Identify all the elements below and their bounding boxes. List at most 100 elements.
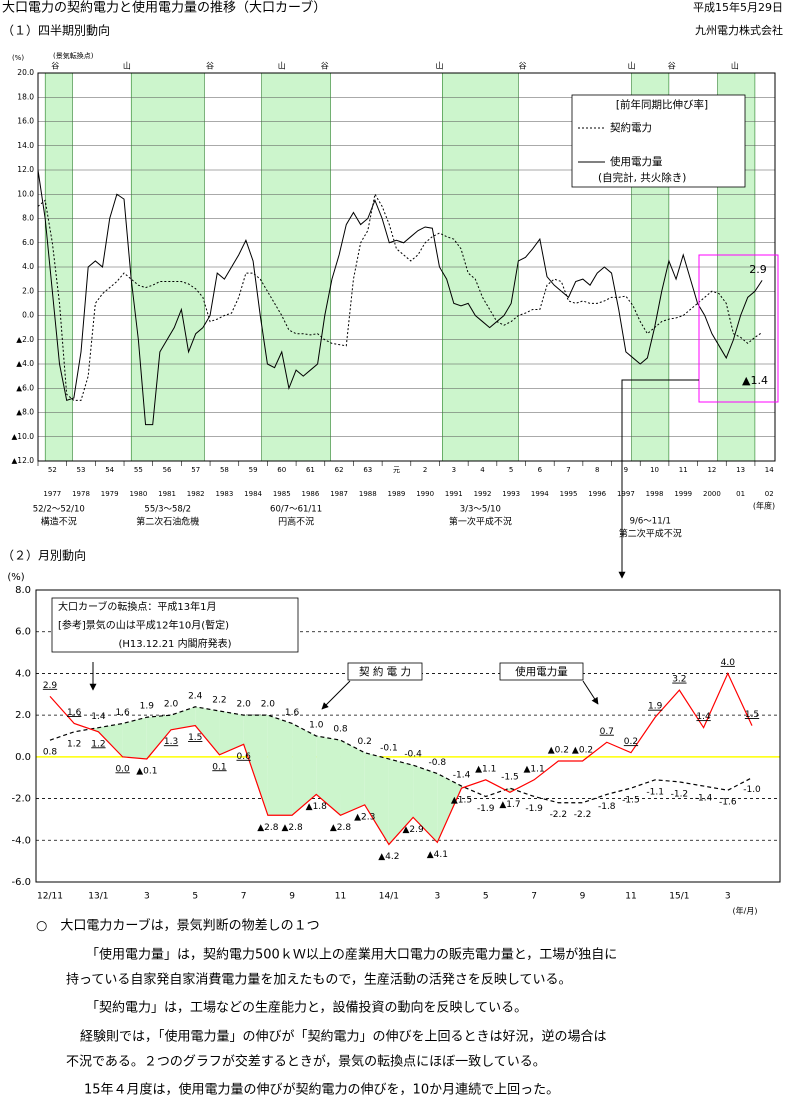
- x-tick-label: 15/1: [669, 892, 689, 902]
- band-name: 第二次平成不況: [619, 528, 682, 540]
- year-label: 1988: [359, 490, 377, 498]
- era-label: 55: [134, 466, 143, 474]
- legend-title: [前年同期比伸び率]: [616, 98, 708, 111]
- fill-between: [388, 758, 414, 845]
- value-label: -1.2: [671, 789, 689, 799]
- era-label: 14: [765, 466, 774, 474]
- callout-arrow: [321, 680, 351, 710]
- band-period: 52/2～52/10: [33, 505, 85, 515]
- year-label: 1986: [302, 490, 320, 498]
- y-tick-label: ▲10.0: [12, 432, 35, 441]
- value-label: ▲4.2: [378, 852, 399, 862]
- year-label: 1982: [187, 490, 205, 498]
- value-label: -1.9: [525, 804, 543, 814]
- y-tick-label: ▲4.0: [16, 359, 34, 368]
- fill-between: [171, 706, 196, 730]
- fill-between: [219, 710, 244, 755]
- link-arrow: [618, 379, 699, 579]
- value-label: 1.2: [67, 739, 81, 749]
- era-label: 3: [452, 466, 456, 474]
- y-tick-label: 4.0: [15, 668, 31, 679]
- band-period: 60/7～61/11: [270, 505, 322, 515]
- value-label: -1.8: [598, 802, 616, 812]
- turning-point: 山: [628, 61, 636, 71]
- value-label: ▲0.1: [136, 766, 157, 776]
- y-tick-label: 2.0: [15, 710, 31, 721]
- era-label: 8: [595, 466, 599, 474]
- value-label: 2.2: [212, 695, 226, 705]
- turning-point: 山: [278, 61, 286, 71]
- value-label: ▲2.9: [402, 825, 424, 835]
- year-label: 01: [736, 490, 745, 498]
- fill-between: [146, 715, 172, 759]
- value-label: 1.6: [285, 708, 300, 718]
- value-label: 2.9: [43, 681, 58, 691]
- value-label: 3.2: [672, 675, 686, 685]
- fill-between: [340, 740, 365, 816]
- value-label: ▲2.8: [330, 823, 352, 833]
- y-tick-label: ▲2.0: [16, 335, 34, 344]
- value-label: ▲1.5: [451, 796, 472, 806]
- legend-box: [571, 94, 746, 188]
- y-tick-label: 20.0: [17, 68, 34, 77]
- plot-frame: [37, 72, 776, 462]
- x-tick-label: 11: [335, 892, 346, 902]
- annotation: ▲1.4: [742, 374, 768, 387]
- value-label: 2.0: [236, 700, 251, 710]
- y-tick-label: -4.0: [11, 835, 31, 846]
- value-label: 1.5: [188, 733, 202, 743]
- x-tick-label: 9: [289, 892, 295, 902]
- fill-between: [98, 723, 123, 757]
- value-label: ▲1.1: [524, 764, 545, 774]
- year-label: 1999: [674, 490, 692, 498]
- value-label: ▲1.1: [475, 764, 496, 774]
- era-label: 4: [480, 466, 485, 474]
- note-paragraph: ○ 大口電力カーブは，景気判断の物差しの１つ: [36, 918, 320, 934]
- value-label: ▲2.3: [354, 812, 375, 822]
- year-label: 1993: [502, 490, 520, 498]
- series-line: [49, 671, 753, 846]
- year-label: 1992: [474, 490, 492, 498]
- year-label: 1994: [531, 490, 549, 498]
- year-label: 1995: [560, 490, 578, 498]
- value-label: 0.0: [115, 764, 130, 774]
- value-label: ▲4.1: [427, 850, 448, 860]
- era-label: 57: [191, 466, 200, 474]
- value-label: 1.0: [309, 721, 324, 731]
- turning-point: 山: [435, 61, 443, 71]
- band-period: 55/3～58/2: [144, 505, 191, 515]
- value-label: ▲2.8: [281, 823, 303, 833]
- y-unit: (%): [7, 572, 24, 583]
- callout-label: 使用電力量: [515, 665, 568, 678]
- value-label: 1.6: [115, 708, 130, 718]
- turning-point: 谷: [206, 62, 214, 71]
- y-tick-label: 12.0: [17, 165, 34, 174]
- value-label: -2.2: [550, 810, 568, 820]
- note-paragraph: 「契約電力」は，工場などの生産能力と，設備投資の動向を反映している。: [86, 1000, 527, 1016]
- value-label: -1.0: [743, 785, 761, 795]
- era-label: 60: [277, 466, 286, 474]
- x-unit: (年度): [753, 501, 775, 511]
- value-label: 0.7: [600, 727, 614, 737]
- value-label: 0.2: [624, 737, 638, 747]
- value-label: -1.4: [453, 771, 471, 781]
- band-name: 構造不況: [41, 516, 77, 528]
- era-label: 53: [77, 466, 86, 474]
- series-line: [49, 706, 753, 804]
- band-period: 9/6～11/1: [630, 517, 671, 527]
- fill-between: [243, 715, 268, 816]
- x-tick-label: 5: [483, 892, 489, 902]
- value-label: -1.5: [501, 773, 519, 783]
- page-title: 大口電力の契約電力と使用電力量の推移（大口カーブ）: [2, 0, 326, 16]
- x-tick-label: 3: [144, 892, 150, 902]
- value-label: ▲0.2: [548, 746, 569, 756]
- x-tick-label: 3: [434, 892, 440, 902]
- year-label: 1977: [43, 490, 61, 498]
- fill-between: [195, 706, 220, 755]
- highlight-box: [698, 254, 779, 403]
- value-label: 1.4: [696, 712, 711, 722]
- annotation: 2.9: [749, 263, 767, 276]
- plot-frame: [35, 589, 781, 883]
- note-box: [51, 597, 299, 653]
